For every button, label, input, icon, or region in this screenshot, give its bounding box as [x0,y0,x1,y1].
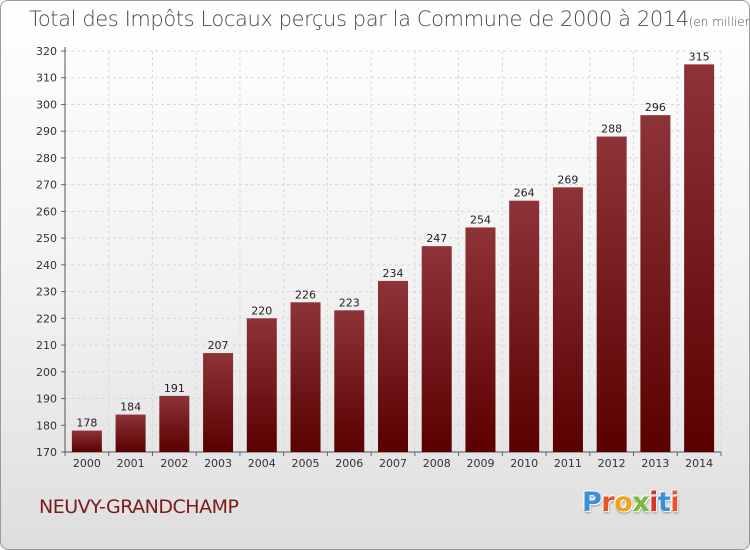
x-tick-label: 2009 [466,457,494,470]
bar [421,246,452,452]
y-tick-label: 200 [36,366,57,379]
data-label: 223 [339,296,360,309]
x-tick-label: 2002 [160,457,188,470]
logo-letter: i [670,487,680,518]
labels: 170 180 190 200 210 220 230 240 250 260 270 280 290 3… [36,45,713,470]
y-tick-label: 310 [36,72,57,85]
bar [159,395,190,452]
logo-letter: r [601,487,615,518]
x-tick-label: 2012 [598,457,626,470]
y-tick-label: 290 [36,125,57,138]
bar [596,136,627,452]
y-tick-label: 170 [36,446,57,459]
bar [552,187,583,452]
y-tick-label: 260 [36,205,57,218]
y-tick-label: 240 [36,259,57,272]
x-tick-label: 2008 [423,457,451,470]
data-label: 247 [426,232,447,245]
y-tick-label: 250 [36,232,57,245]
chart-title: Total des Impôts Locaux perçus par la Co… [29,7,750,31]
x-tick-label: 2000 [73,457,101,470]
data-label: 226 [295,288,316,301]
bar [378,280,408,452]
logo-letter: x [632,487,650,518]
x-tick-label: 2001 [117,457,145,470]
chart-title-text: Total des Impôts Locaux perçus par la Co… [29,7,689,31]
x-tick-label: 2013 [641,457,669,470]
bar [71,430,102,452]
logo-letter: t [657,487,671,518]
x-tick-label: 2006 [335,457,363,470]
bars [71,64,715,452]
x-tick-label: 2014 [685,457,713,470]
bar [290,302,321,452]
logo-letter: i [649,487,658,518]
y-tick-label: 210 [36,339,57,352]
x-tick-label: 2005 [292,457,320,470]
x-tick-label: 2004 [248,457,276,470]
y-tick-label: 300 [36,98,57,111]
bar [246,318,277,452]
y-tick-label: 180 [36,419,57,432]
x-tick-label: 2003 [204,457,232,470]
data-label: 296 [645,101,666,114]
x-tick-label: 2010 [510,457,538,470]
x-tick-label: 2011 [554,457,582,470]
logo-letter: o [614,487,633,518]
y-tick-label: 320 [36,45,57,58]
y-tick-label: 230 [36,286,57,299]
bar [684,64,715,452]
proxiti-logo: Proxiti [582,487,680,518]
data-label: 178 [76,417,97,430]
x-tick-label: 2007 [379,457,407,470]
data-label: 234 [383,267,404,280]
bar [203,353,234,452]
data-label: 191 [164,382,185,395]
data-label: 207 [208,339,229,352]
commune-name: NEUVY-GRANDCHAMP [39,496,239,518]
bar [334,310,365,452]
data-label: 315 [689,50,710,63]
data-label: 220 [251,304,272,317]
bar [509,200,540,452]
bar [465,227,496,452]
y-tick-label: 220 [36,312,57,325]
y-tick-label: 270 [36,179,57,192]
bar [640,115,671,452]
data-label: 254 [470,213,491,226]
chart-unit: (en milliers d'€) [688,15,750,29]
y-tick-label: 190 [36,393,57,406]
data-label: 269 [557,173,578,186]
data-label: 264 [514,187,535,200]
data-label: 184 [120,401,141,414]
logo-letter: P [582,487,602,518]
y-tick-label: 280 [36,152,57,165]
data-label: 288 [601,123,622,136]
bar [115,414,146,452]
